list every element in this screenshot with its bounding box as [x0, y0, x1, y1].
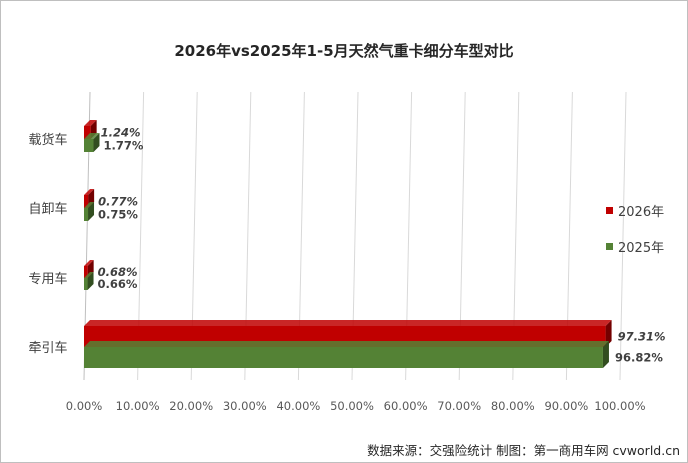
- x-tick-label: 100.00%: [594, 399, 645, 413]
- source-note: 数据来源：交强险统计 制图：第一商用车网 cvworld.cn: [367, 443, 680, 458]
- category-label: 自卸车: [28, 201, 67, 217]
- legend-swatch-2026: [606, 207, 613, 214]
- legend-label-2025: 2025年: [618, 241, 665, 256]
- bar-2025: [84, 341, 609, 368]
- category-label: 专用车: [28, 271, 67, 287]
- gridline: [619, 91, 627, 381]
- x-tick-label: 50.00%: [330, 399, 374, 413]
- data-label: 96.82%: [615, 351, 663, 365]
- data-label: 0.68%: [98, 265, 138, 279]
- x-tick-label: 90.00%: [544, 399, 588, 413]
- category-label: 牵引车: [28, 340, 67, 356]
- category-label: 载货车: [28, 132, 67, 148]
- data-label: 0.77%: [98, 195, 138, 209]
- data-label: 1.77%: [103, 139, 143, 153]
- bar-2025: [84, 272, 94, 290]
- bars: [84, 120, 612, 368]
- x-tick-label: 60.00%: [384, 399, 428, 413]
- x-tick-label: 70.00%: [437, 399, 481, 413]
- x-tick-label: 20.00%: [169, 399, 213, 413]
- x-tick-label: 30.00%: [223, 399, 267, 413]
- legend-swatch-2025: [606, 243, 613, 250]
- data-label: 97.31%: [618, 330, 666, 344]
- x-tick-label: 10.00%: [116, 399, 160, 413]
- bar-2025: [84, 202, 95, 221]
- data-label: 0.75%: [98, 208, 138, 222]
- x-tick-label: 80.00%: [491, 399, 535, 413]
- x-tick-label: 0.00%: [66, 399, 103, 413]
- axis-labels: 0.00% 10.00% 20.00% 30.00% 40.00% 50.00% 60.00…: [28, 132, 645, 413]
- legend-item-2025: 2025年: [606, 237, 664, 256]
- chart-title: 2026年vs2025年1-5月天然气重卡细分车型对比: [174, 42, 514, 60]
- data-label: 1.24%: [101, 126, 141, 140]
- bar-2025: [84, 133, 100, 152]
- legend-item-2026: 2026年: [606, 201, 664, 220]
- data-labels: 1.24%1.77% 0.77%0.75% 0.68%0.66% 97.31% 96.8…: [98, 126, 666, 365]
- data-label: 0.66%: [98, 277, 138, 291]
- x-tick-label: 40.00%: [276, 399, 320, 413]
- legend-label-2026: 2026年: [618, 205, 665, 220]
